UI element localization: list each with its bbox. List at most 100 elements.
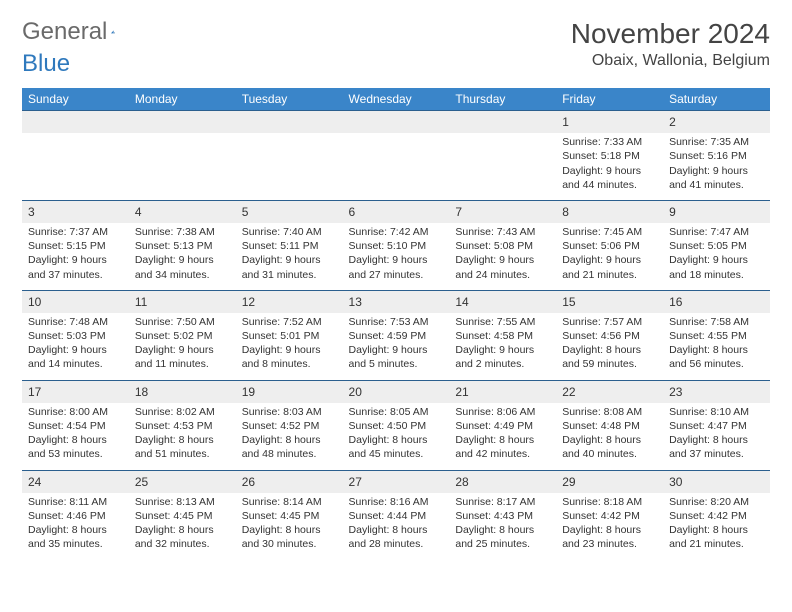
sunrise-text: Sunrise: 8:00 AM <box>28 405 123 419</box>
sunset-text: Sunset: 4:54 PM <box>28 419 123 433</box>
empty-day <box>236 111 343 134</box>
daylight-text: Daylight: 9 hours and 14 minutes. <box>28 343 123 371</box>
sunset-text: Sunset: 4:55 PM <box>669 329 764 343</box>
empty-day <box>129 111 236 134</box>
day-cell: Sunrise: 7:47 AMSunset: 5:05 PMDaylight:… <box>663 223 770 290</box>
sunset-text: Sunset: 5:02 PM <box>135 329 230 343</box>
sunset-text: Sunset: 5:08 PM <box>455 239 550 253</box>
sunset-text: Sunset: 5:16 PM <box>669 149 764 163</box>
daynum-row: 3456789 <box>22 200 770 223</box>
sunset-text: Sunset: 4:59 PM <box>349 329 444 343</box>
day-cell: Sunrise: 7:53 AMSunset: 4:59 PMDaylight:… <box>343 313 450 380</box>
day-cell: Sunrise: 7:35 AMSunset: 5:16 PMDaylight:… <box>663 133 770 200</box>
title-block: November 2024 Obaix, Wallonia, Belgium <box>571 18 770 70</box>
sunrise-text: Sunrise: 8:06 AM <box>455 405 550 419</box>
logo-sail-icon <box>111 22 115 42</box>
day-cell: Sunrise: 8:06 AMSunset: 4:49 PMDaylight:… <box>449 403 556 470</box>
daynum-row: 17181920212223 <box>22 380 770 403</box>
sunset-text: Sunset: 4:43 PM <box>455 509 550 523</box>
day-number: 2 <box>663 111 770 134</box>
daylight-text: Daylight: 8 hours and 32 minutes. <box>135 523 230 551</box>
daylight-text: Daylight: 8 hours and 25 minutes. <box>455 523 550 551</box>
day-cell: Sunrise: 7:57 AMSunset: 4:56 PMDaylight:… <box>556 313 663 380</box>
day-number: 3 <box>22 200 129 223</box>
day-number: 12 <box>236 290 343 313</box>
sunset-text: Sunset: 5:13 PM <box>135 239 230 253</box>
daylight-text: Daylight: 9 hours and 41 minutes. <box>669 164 764 192</box>
day-number: 11 <box>129 290 236 313</box>
calendar-table: SundayMondayTuesdayWednesdayThursdayFrid… <box>22 88 770 559</box>
day-cell: Sunrise: 7:45 AMSunset: 5:06 PMDaylight:… <box>556 223 663 290</box>
sunrise-text: Sunrise: 7:55 AM <box>455 315 550 329</box>
daylight-text: Daylight: 9 hours and 37 minutes. <box>28 253 123 281</box>
day-cell <box>22 133 129 200</box>
day-number: 19 <box>236 380 343 403</box>
sunset-text: Sunset: 5:05 PM <box>669 239 764 253</box>
day-number: 8 <box>556 200 663 223</box>
daylight-text: Daylight: 8 hours and 37 minutes. <box>669 433 764 461</box>
sunrise-text: Sunrise: 8:13 AM <box>135 495 230 509</box>
day-number: 17 <box>22 380 129 403</box>
day-cell: Sunrise: 8:16 AMSunset: 4:44 PMDaylight:… <box>343 493 450 560</box>
sunset-text: Sunset: 4:52 PM <box>242 419 337 433</box>
sunrise-text: Sunrise: 7:33 AM <box>562 135 657 149</box>
month-title: November 2024 <box>571 18 770 50</box>
day-cell: Sunrise: 8:17 AMSunset: 4:43 PMDaylight:… <box>449 493 556 560</box>
day-number: 7 <box>449 200 556 223</box>
daynum-row: 12 <box>22 111 770 134</box>
day-cell: Sunrise: 8:08 AMSunset: 4:48 PMDaylight:… <box>556 403 663 470</box>
day-number: 10 <box>22 290 129 313</box>
day-cell: Sunrise: 8:03 AMSunset: 4:52 PMDaylight:… <box>236 403 343 470</box>
daylight-text: Daylight: 8 hours and 40 minutes. <box>562 433 657 461</box>
daylight-text: Daylight: 9 hours and 27 minutes. <box>349 253 444 281</box>
sunrise-text: Sunrise: 8:18 AM <box>562 495 657 509</box>
day-number: 23 <box>663 380 770 403</box>
daylight-text: Daylight: 8 hours and 35 minutes. <box>28 523 123 551</box>
daylight-text: Daylight: 9 hours and 5 minutes. <box>349 343 444 371</box>
day-number: 14 <box>449 290 556 313</box>
sunrise-text: Sunrise: 8:11 AM <box>28 495 123 509</box>
weekday-header: Friday <box>556 88 663 111</box>
sunset-text: Sunset: 4:53 PM <box>135 419 230 433</box>
day-cell: Sunrise: 7:38 AMSunset: 5:13 PMDaylight:… <box>129 223 236 290</box>
daylight-text: Daylight: 9 hours and 8 minutes. <box>242 343 337 371</box>
sunrise-text: Sunrise: 7:42 AM <box>349 225 444 239</box>
day-cell: Sunrise: 7:48 AMSunset: 5:03 PMDaylight:… <box>22 313 129 380</box>
day-number: 4 <box>129 200 236 223</box>
daylight-text: Daylight: 9 hours and 18 minutes. <box>669 253 764 281</box>
sunset-text: Sunset: 5:11 PM <box>242 239 337 253</box>
sunset-text: Sunset: 5:03 PM <box>28 329 123 343</box>
sunset-text: Sunset: 4:58 PM <box>455 329 550 343</box>
day-cell: Sunrise: 8:10 AMSunset: 4:47 PMDaylight:… <box>663 403 770 470</box>
sunrise-text: Sunrise: 7:50 AM <box>135 315 230 329</box>
sunrise-text: Sunrise: 7:38 AM <box>135 225 230 239</box>
day-cell: Sunrise: 8:11 AMSunset: 4:46 PMDaylight:… <box>22 493 129 560</box>
sunrise-text: Sunrise: 7:53 AM <box>349 315 444 329</box>
day-cell: Sunrise: 8:18 AMSunset: 4:42 PMDaylight:… <box>556 493 663 560</box>
day-cell <box>343 133 450 200</box>
daytext-row: Sunrise: 8:00 AMSunset: 4:54 PM Daylight:… <box>22 403 770 470</box>
weekday-header: Saturday <box>663 88 770 111</box>
day-number: 28 <box>449 470 556 493</box>
sunrise-text: Sunrise: 7:47 AM <box>669 225 764 239</box>
sunrise-text: Sunrise: 7:48 AM <box>28 315 123 329</box>
sunrise-text: Sunrise: 8:20 AM <box>669 495 764 509</box>
daylight-text: Daylight: 8 hours and 28 minutes. <box>349 523 444 551</box>
sunset-text: Sunset: 4:45 PM <box>135 509 230 523</box>
day-cell: Sunrise: 7:58 AMSunset: 4:55 PMDaylight:… <box>663 313 770 380</box>
sunrise-text: Sunrise: 7:35 AM <box>669 135 764 149</box>
day-cell: Sunrise: 8:20 AMSunset: 4:42 PMDaylight:… <box>663 493 770 560</box>
sunset-text: Sunset: 4:45 PM <box>242 509 337 523</box>
day-number: 21 <box>449 380 556 403</box>
location: Obaix, Wallonia, Belgium <box>571 52 770 70</box>
daylight-text: Daylight: 8 hours and 59 minutes. <box>562 343 657 371</box>
sunset-text: Sunset: 5:10 PM <box>349 239 444 253</box>
sunset-text: Sunset: 4:46 PM <box>28 509 123 523</box>
sunset-text: Sunset: 4:47 PM <box>669 419 764 433</box>
daytext-row: Sunrise: 7:48 AMSunset: 5:03 PMDaylight:… <box>22 313 770 380</box>
day-cell: Sunrise: 7:40 AMSunset: 5:11 PMDaylight:… <box>236 223 343 290</box>
weekday-header: Thursday <box>449 88 556 111</box>
sunrise-text: Sunrise: 8:16 AM <box>349 495 444 509</box>
daylight-text: Daylight: 8 hours and 48 minutes. <box>242 433 337 461</box>
sunset-text: Sunset: 4:42 PM <box>562 509 657 523</box>
